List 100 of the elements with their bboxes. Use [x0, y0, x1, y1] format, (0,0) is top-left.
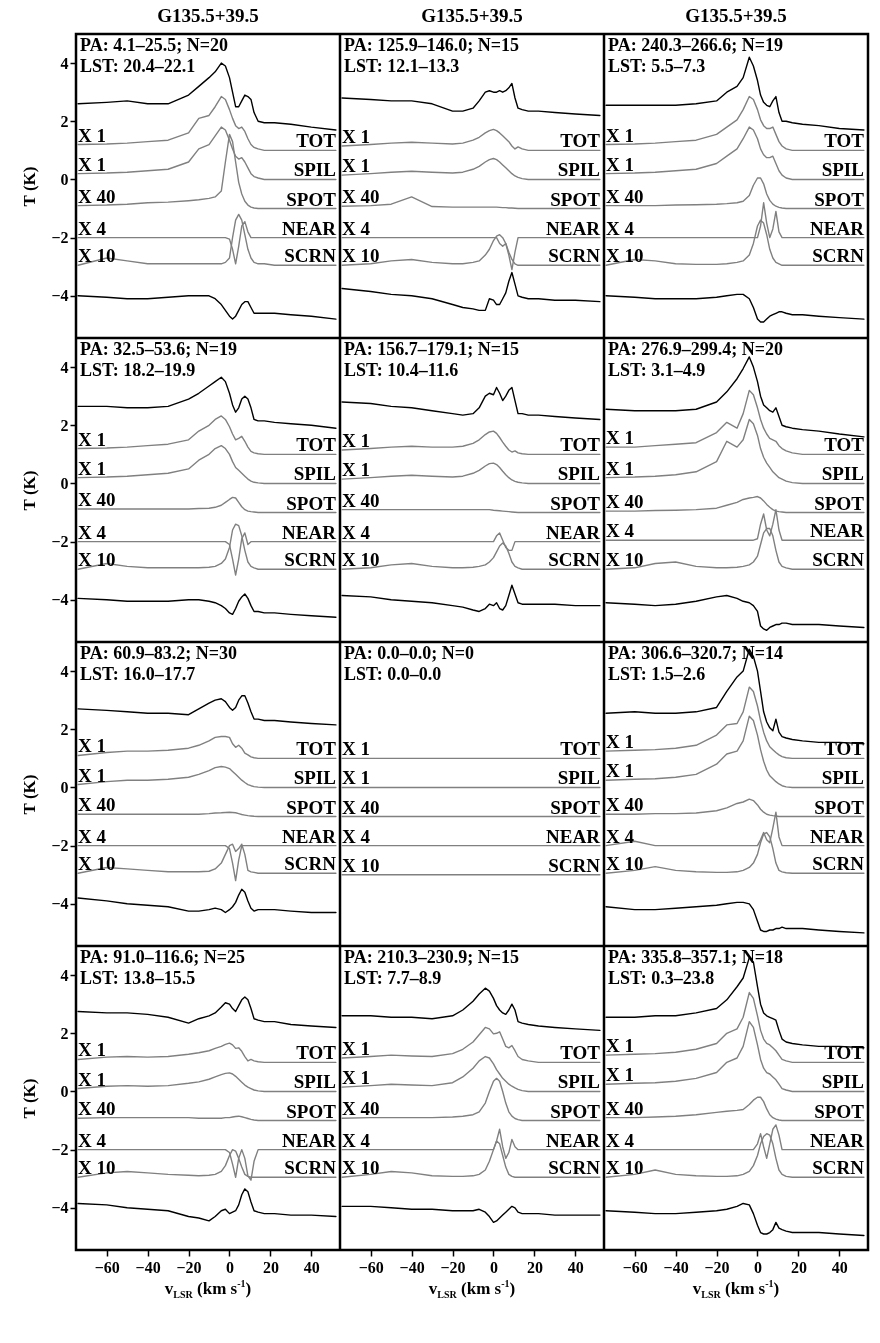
series-label: SCRN [812, 245, 865, 267]
annotation: LST: 7.7–8.9 [344, 968, 442, 988]
y-axis-title: T (K) [20, 166, 40, 207]
y-axis-title: T (K) [20, 470, 40, 511]
annotation: X 40 [606, 185, 644, 207]
annotation: LST: 12.1–13.3 [344, 56, 460, 76]
y-tick-label: −4 [51, 591, 69, 609]
x-tick-label: 40 [831, 1258, 848, 1276]
annotation: X 1 [342, 767, 371, 789]
annotation: X 4 [342, 1129, 371, 1151]
annotation: X 40 [342, 796, 380, 818]
annotation: X 1 [342, 1038, 371, 1059]
annotation: LST: 0.0–0.0 [344, 664, 442, 684]
line-series [77, 695, 337, 726]
series-label: TOT [824, 130, 865, 152]
annotation: X 1 [78, 124, 107, 146]
annotation: PA: 0.0–0.0; N=0 [344, 643, 474, 663]
series-label: TOT [296, 738, 337, 760]
x-tick-label: 0 [489, 1258, 498, 1276]
annotation: X 40 [342, 1098, 380, 1120]
y-tick-label: 4 [60, 54, 69, 72]
series-label: NEAR [810, 217, 865, 239]
y-tick-label: 4 [60, 358, 69, 376]
annotation: X 10 [78, 853, 116, 875]
annotation: X 1 [606, 153, 635, 175]
series-label: SCRN [548, 245, 601, 267]
series-label: SCRN [548, 549, 601, 571]
annotation: X 4 [78, 217, 107, 239]
x-tick-label: 0 [225, 1258, 234, 1276]
annotation: X 1 [606, 731, 635, 753]
series-label: SPOT [814, 492, 865, 514]
x-axis-title: v$_{LSR}$ (km s$^{-1}$) [163, 1278, 253, 1301]
x-tick-label: −60 [622, 1258, 648, 1276]
series-label: SCRN [548, 854, 601, 876]
x-tick-label: −40 [135, 1258, 161, 1276]
annotation: X 1 [78, 735, 107, 757]
series-label: SPIL [557, 1071, 600, 1093]
y-axis-title: T (K) [20, 774, 40, 815]
x-tick-label: 0 [753, 1258, 762, 1276]
annotation: X 10 [78, 549, 116, 571]
annotation: PA: 156.7–179.1; N=15 [344, 339, 519, 359]
annotation: X 10 [606, 853, 644, 875]
series-label: SPOT [814, 796, 865, 818]
x-tick-label: −60 [94, 1258, 120, 1276]
series-label: TOT [296, 130, 337, 152]
annotation: X 40 [342, 489, 380, 511]
y-tick-label: −4 [51, 1199, 69, 1217]
annotation: PA: 240.3–266.6; N=19 [608, 35, 783, 55]
annotation: X 10 [342, 245, 380, 267]
line-series [77, 888, 337, 914]
annotation: X 1 [78, 1039, 107, 1061]
series-label: NEAR [810, 520, 865, 542]
y-tick-label: 0 [60, 474, 69, 492]
annotation: LST: 3.1–4.9 [608, 360, 706, 380]
series-label: SPIL [557, 463, 600, 485]
line-series [77, 1188, 337, 1222]
annotation: LST: 0.3–23.8 [608, 968, 715, 988]
annotation: X 1 [606, 1064, 635, 1086]
series-label: SCRN [812, 1157, 865, 1179]
series-label: NEAR [546, 521, 601, 543]
y-tick-label: −4 [51, 895, 69, 913]
series-label: SPOT [550, 188, 601, 210]
x-tick-label: −40 [399, 1258, 425, 1276]
series-label: SPIL [293, 767, 336, 789]
chart-title: G135.5+39.5 [157, 5, 259, 26]
annotation: PA: 210.3–230.9; N=15 [344, 947, 519, 967]
x-tick-label: −20 [176, 1258, 202, 1276]
y-tick-label: 2 [60, 112, 69, 130]
x-tick-label: −20 [704, 1258, 730, 1276]
annotation: X 4 [606, 520, 635, 542]
annotation: X 40 [606, 1097, 644, 1119]
annotation: PA: 335.8–357.1; N=18 [608, 947, 783, 967]
series-label: SPIL [821, 1071, 864, 1093]
y-tick-label: 0 [60, 1082, 69, 1100]
series-label: SPIL [293, 463, 336, 485]
annotation: PA: 91.0–116.6; N=25 [80, 947, 245, 967]
line-series [77, 735, 337, 760]
x-axis-title: v$_{LSR}$ (km s$^{-1}$) [427, 1278, 517, 1301]
annotation: X 1 [342, 126, 371, 147]
x-axis-title: v$_{LSR}$ (km s$^{-1}$) [691, 1278, 781, 1301]
series-label: SPIL [293, 1071, 336, 1093]
line-series [77, 1072, 337, 1093]
series-label: SPOT [550, 492, 601, 514]
annotation: X 10 [342, 854, 380, 876]
series-label: TOT [560, 1042, 601, 1064]
series-label: SCRN [284, 853, 337, 875]
annotation: X 1 [606, 1035, 635, 1057]
line-series [77, 95, 337, 152]
line-series [77, 844, 337, 882]
series-label: TOT [296, 434, 337, 456]
series-label: NEAR [282, 217, 337, 239]
x-tick-label: 40 [303, 1258, 320, 1276]
annotation: X 4 [606, 217, 635, 239]
annotation: X 1 [78, 764, 107, 786]
series-label: SPIL [821, 463, 864, 485]
y-tick-label: 4 [60, 662, 69, 680]
annotation: X 40 [78, 794, 116, 816]
series-label: SPOT [550, 1100, 601, 1122]
annotation: X 10 [342, 549, 380, 571]
series-label: SCRN [284, 1157, 337, 1179]
